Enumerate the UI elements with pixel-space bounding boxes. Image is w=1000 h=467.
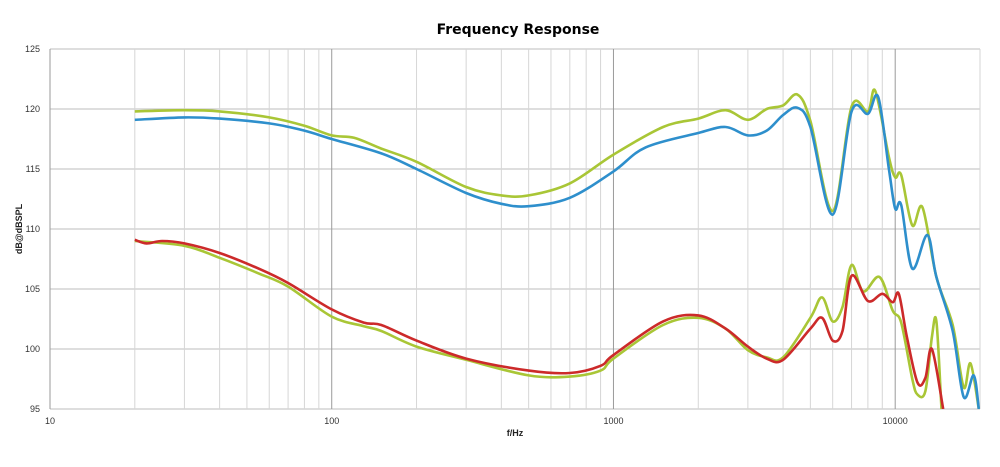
y-tick-label: 115 [26,164,40,174]
series-lines [134,88,980,409]
y-tick-label: 95 [30,404,40,414]
grid [49,48,981,410]
x-tick-label: 100 [324,416,339,426]
x-tick-label: 10000 [883,416,908,426]
y-tick-label: 105 [25,284,40,294]
y-tick-label: 125 [25,44,40,54]
series-line-upper-blue [134,93,980,409]
y-tick-label: 110 [26,224,40,234]
x-axis-label: f/Hz [507,428,524,438]
x-axis-ticks: 10 100 1000 10000 [45,416,908,426]
chart-title: Frequency Response [437,22,600,38]
x-tick-label: 1000 [603,416,623,426]
y-axis-ticks: 95 100 105 110 115 120 125 [25,44,40,414]
series-line-lower-red [134,238,945,409]
y-axis-label: dB@dBSPL [14,203,24,254]
y-tick-label: 120 [25,104,40,114]
x-tick-label: 10 [45,416,55,426]
series-line-upper-green [134,88,980,409]
series-line-lower-green [134,239,943,409]
y-tick-label: 100 [25,344,40,354]
